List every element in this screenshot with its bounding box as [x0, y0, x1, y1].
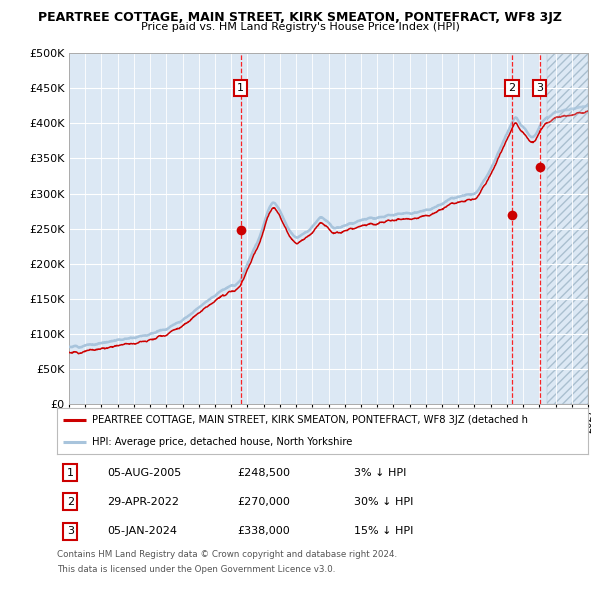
Text: 05-AUG-2005: 05-AUG-2005	[107, 467, 182, 477]
Text: 05-JAN-2024: 05-JAN-2024	[107, 526, 178, 536]
Text: PEARTREE COTTAGE, MAIN STREET, KIRK SMEATON, PONTEFRACT, WF8 3JZ (detached h: PEARTREE COTTAGE, MAIN STREET, KIRK SMEA…	[92, 415, 527, 425]
Text: 29-APR-2022: 29-APR-2022	[107, 497, 179, 507]
Text: 3: 3	[536, 83, 543, 93]
Text: 3% ↓ HPI: 3% ↓ HPI	[355, 467, 407, 477]
Text: 30% ↓ HPI: 30% ↓ HPI	[355, 497, 414, 507]
Bar	[547, 53, 588, 404]
Text: This data is licensed under the Open Government Licence v3.0.: This data is licensed under the Open Gov…	[57, 565, 335, 574]
Text: 15% ↓ HPI: 15% ↓ HPI	[355, 526, 414, 536]
Bar	[547, 53, 588, 404]
Text: 2: 2	[67, 497, 74, 507]
Text: 2: 2	[509, 83, 515, 93]
Text: £338,000: £338,000	[238, 526, 290, 536]
Text: Price paid vs. HM Land Registry's House Price Index (HPI): Price paid vs. HM Land Registry's House …	[140, 22, 460, 32]
Text: £270,000: £270,000	[238, 497, 290, 507]
Text: PEARTREE COTTAGE, MAIN STREET, KIRK SMEATON, PONTEFRACT, WF8 3JZ: PEARTREE COTTAGE, MAIN STREET, KIRK SMEA…	[38, 11, 562, 24]
Text: Contains HM Land Registry data © Crown copyright and database right 2024.: Contains HM Land Registry data © Crown c…	[57, 550, 397, 559]
Text: 1: 1	[67, 467, 74, 477]
Text: 3: 3	[67, 526, 74, 536]
Text: HPI: Average price, detached house, North Yorkshire: HPI: Average price, detached house, Nort…	[92, 437, 352, 447]
Text: 1: 1	[237, 83, 244, 93]
Text: £248,500: £248,500	[238, 467, 290, 477]
